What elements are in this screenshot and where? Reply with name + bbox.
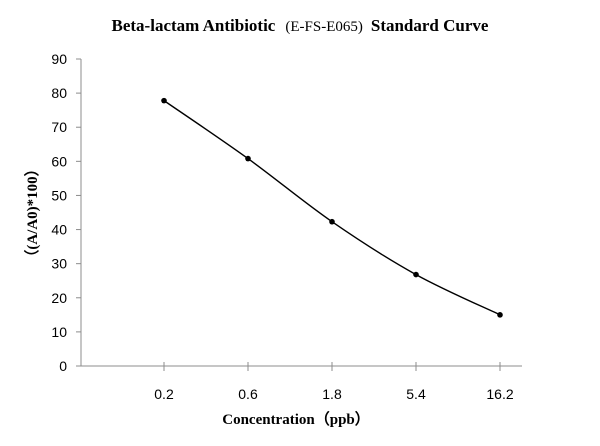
y-tick-label: 60 xyxy=(51,153,67,169)
chart-title-part-1: Beta-lactam Antibiotic xyxy=(112,16,276,35)
data-point xyxy=(413,271,419,278)
chart-title: Beta-lactam Antibiotic (E-FS-E065) Stand… xyxy=(112,16,489,35)
series-group xyxy=(161,97,503,318)
x-tick-label: 0.6 xyxy=(238,386,258,402)
data-point xyxy=(497,312,503,318)
chart-title-part-3: Standard Curve xyxy=(371,16,489,35)
y-tick-label: 40 xyxy=(51,222,67,238)
x-tick-label: 1.8 xyxy=(322,386,342,402)
x-tick-label: 0.2 xyxy=(154,386,174,402)
y-tick-label: 20 xyxy=(51,290,67,306)
series-line xyxy=(163,100,501,316)
data-point xyxy=(245,155,251,162)
y-tick-label: 30 xyxy=(51,256,67,272)
y-tick-label: 70 xyxy=(51,119,67,135)
y-ticks: 0 10 20 30 40 50 60 70 80 90 xyxy=(51,51,81,374)
x-tick-label: 16.2 xyxy=(486,386,513,402)
x-tick-label: 5.4 xyxy=(406,386,426,402)
y-tick-label: 50 xyxy=(51,187,67,203)
data-point xyxy=(329,218,335,225)
y-tick-label: 80 xyxy=(51,85,67,101)
y-tick-label: 0 xyxy=(59,358,67,374)
x-ticks: 0.2 0.6 1.8 5.4 16.2 xyxy=(154,362,514,402)
x-axis-title: Concentration（ppb） xyxy=(222,410,370,428)
y-axis-title: （(A/A0)*100） xyxy=(23,161,41,264)
y-tick-label: 10 xyxy=(51,324,67,340)
data-point xyxy=(161,97,167,104)
y-tick-label: 90 xyxy=(51,51,67,67)
axes xyxy=(80,59,522,367)
chart-title-part-2: (E-FS-E065) xyxy=(285,19,363,35)
